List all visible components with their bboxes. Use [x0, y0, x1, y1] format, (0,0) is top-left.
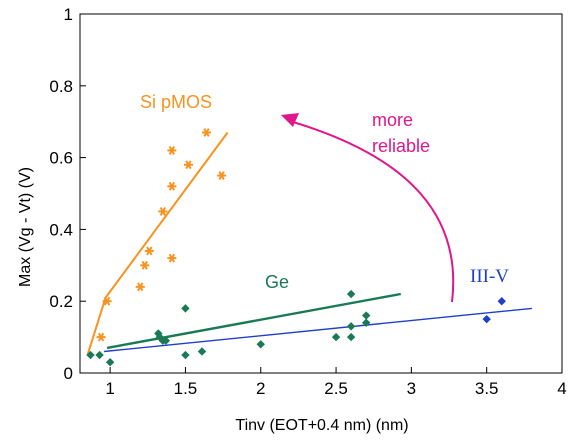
- plot-frame: [79, 13, 563, 374]
- data-point: [86, 350, 95, 360]
- ge-label: Ge: [265, 272, 289, 292]
- data-point: [202, 128, 212, 137]
- data-point: [331, 332, 341, 342]
- data-point: [102, 296, 112, 306]
- y-tick-label: 0.4: [49, 220, 73, 239]
- y-tick-label: 0: [64, 364, 73, 383]
- x-axis-title: Tinv (EOT+0.4 nm) (nm): [235, 417, 408, 434]
- data-point: [135, 282, 145, 292]
- fit-line: [104, 307, 532, 353]
- x-tick-label: 3: [407, 379, 416, 398]
- data-point: [197, 347, 207, 356]
- data-markers: [86, 128, 506, 367]
- data-point: [167, 253, 177, 263]
- data-point: [361, 318, 371, 327]
- data-point: [161, 336, 171, 345]
- data-point: [497, 297, 506, 306]
- y-tick-label: 0.2: [49, 292, 73, 311]
- data-point: [183, 160, 193, 170]
- x-tick-label: 1: [105, 379, 114, 398]
- x-tick-label: 2: [256, 379, 265, 398]
- data-point: [361, 311, 371, 320]
- fit-lines: [86, 131, 532, 356]
- data-point: [181, 304, 190, 313]
- data-point: [95, 350, 104, 360]
- y-tick-label: 1: [64, 5, 73, 24]
- data-point: [167, 181, 177, 191]
- plot-border: [79, 13, 563, 374]
- fit-line: [106, 292, 402, 350]
- x-tick-label: 2.5: [324, 379, 348, 398]
- data-point: [482, 314, 491, 324]
- data-point: [346, 289, 356, 299]
- y-axis-title: Max (Vg - Vt) (V): [17, 167, 34, 287]
- data-point: [181, 350, 190, 360]
- data-point: [346, 322, 356, 331]
- data-point: [158, 207, 168, 216]
- y-tick-label: 0.8: [49, 77, 73, 96]
- x-tick-label: 3.5: [475, 379, 499, 398]
- data-point: [217, 171, 227, 180]
- data-point: [144, 246, 154, 256]
- x-axis: 1 1.5 2 2.5 3 3.5 4: [105, 367, 567, 398]
- data-point: [346, 332, 356, 342]
- x-tick-label: 4: [557, 379, 566, 398]
- data-point: [256, 340, 265, 349]
- data-point: [105, 358, 115, 367]
- fit-line: [86, 131, 229, 356]
- x-tick-label: 1.5: [174, 379, 198, 398]
- data-point: [140, 260, 150, 270]
- reliability-arrow: [292, 121, 455, 303]
- y-axis: 0 0.2 0.4 0.6 0.8 1: [49, 5, 86, 383]
- reliability-arrowhead: [281, 113, 299, 127]
- annotation-reliable: reliable: [372, 136, 430, 156]
- iii-v-label: III-V: [470, 266, 509, 287]
- data-point: [167, 146, 177, 155]
- y-tick-label: 0.6: [49, 149, 73, 168]
- si-pmos-label: Si pMOS: [140, 92, 212, 112]
- data-point: [96, 332, 106, 342]
- annotation-more: more: [372, 110, 413, 130]
